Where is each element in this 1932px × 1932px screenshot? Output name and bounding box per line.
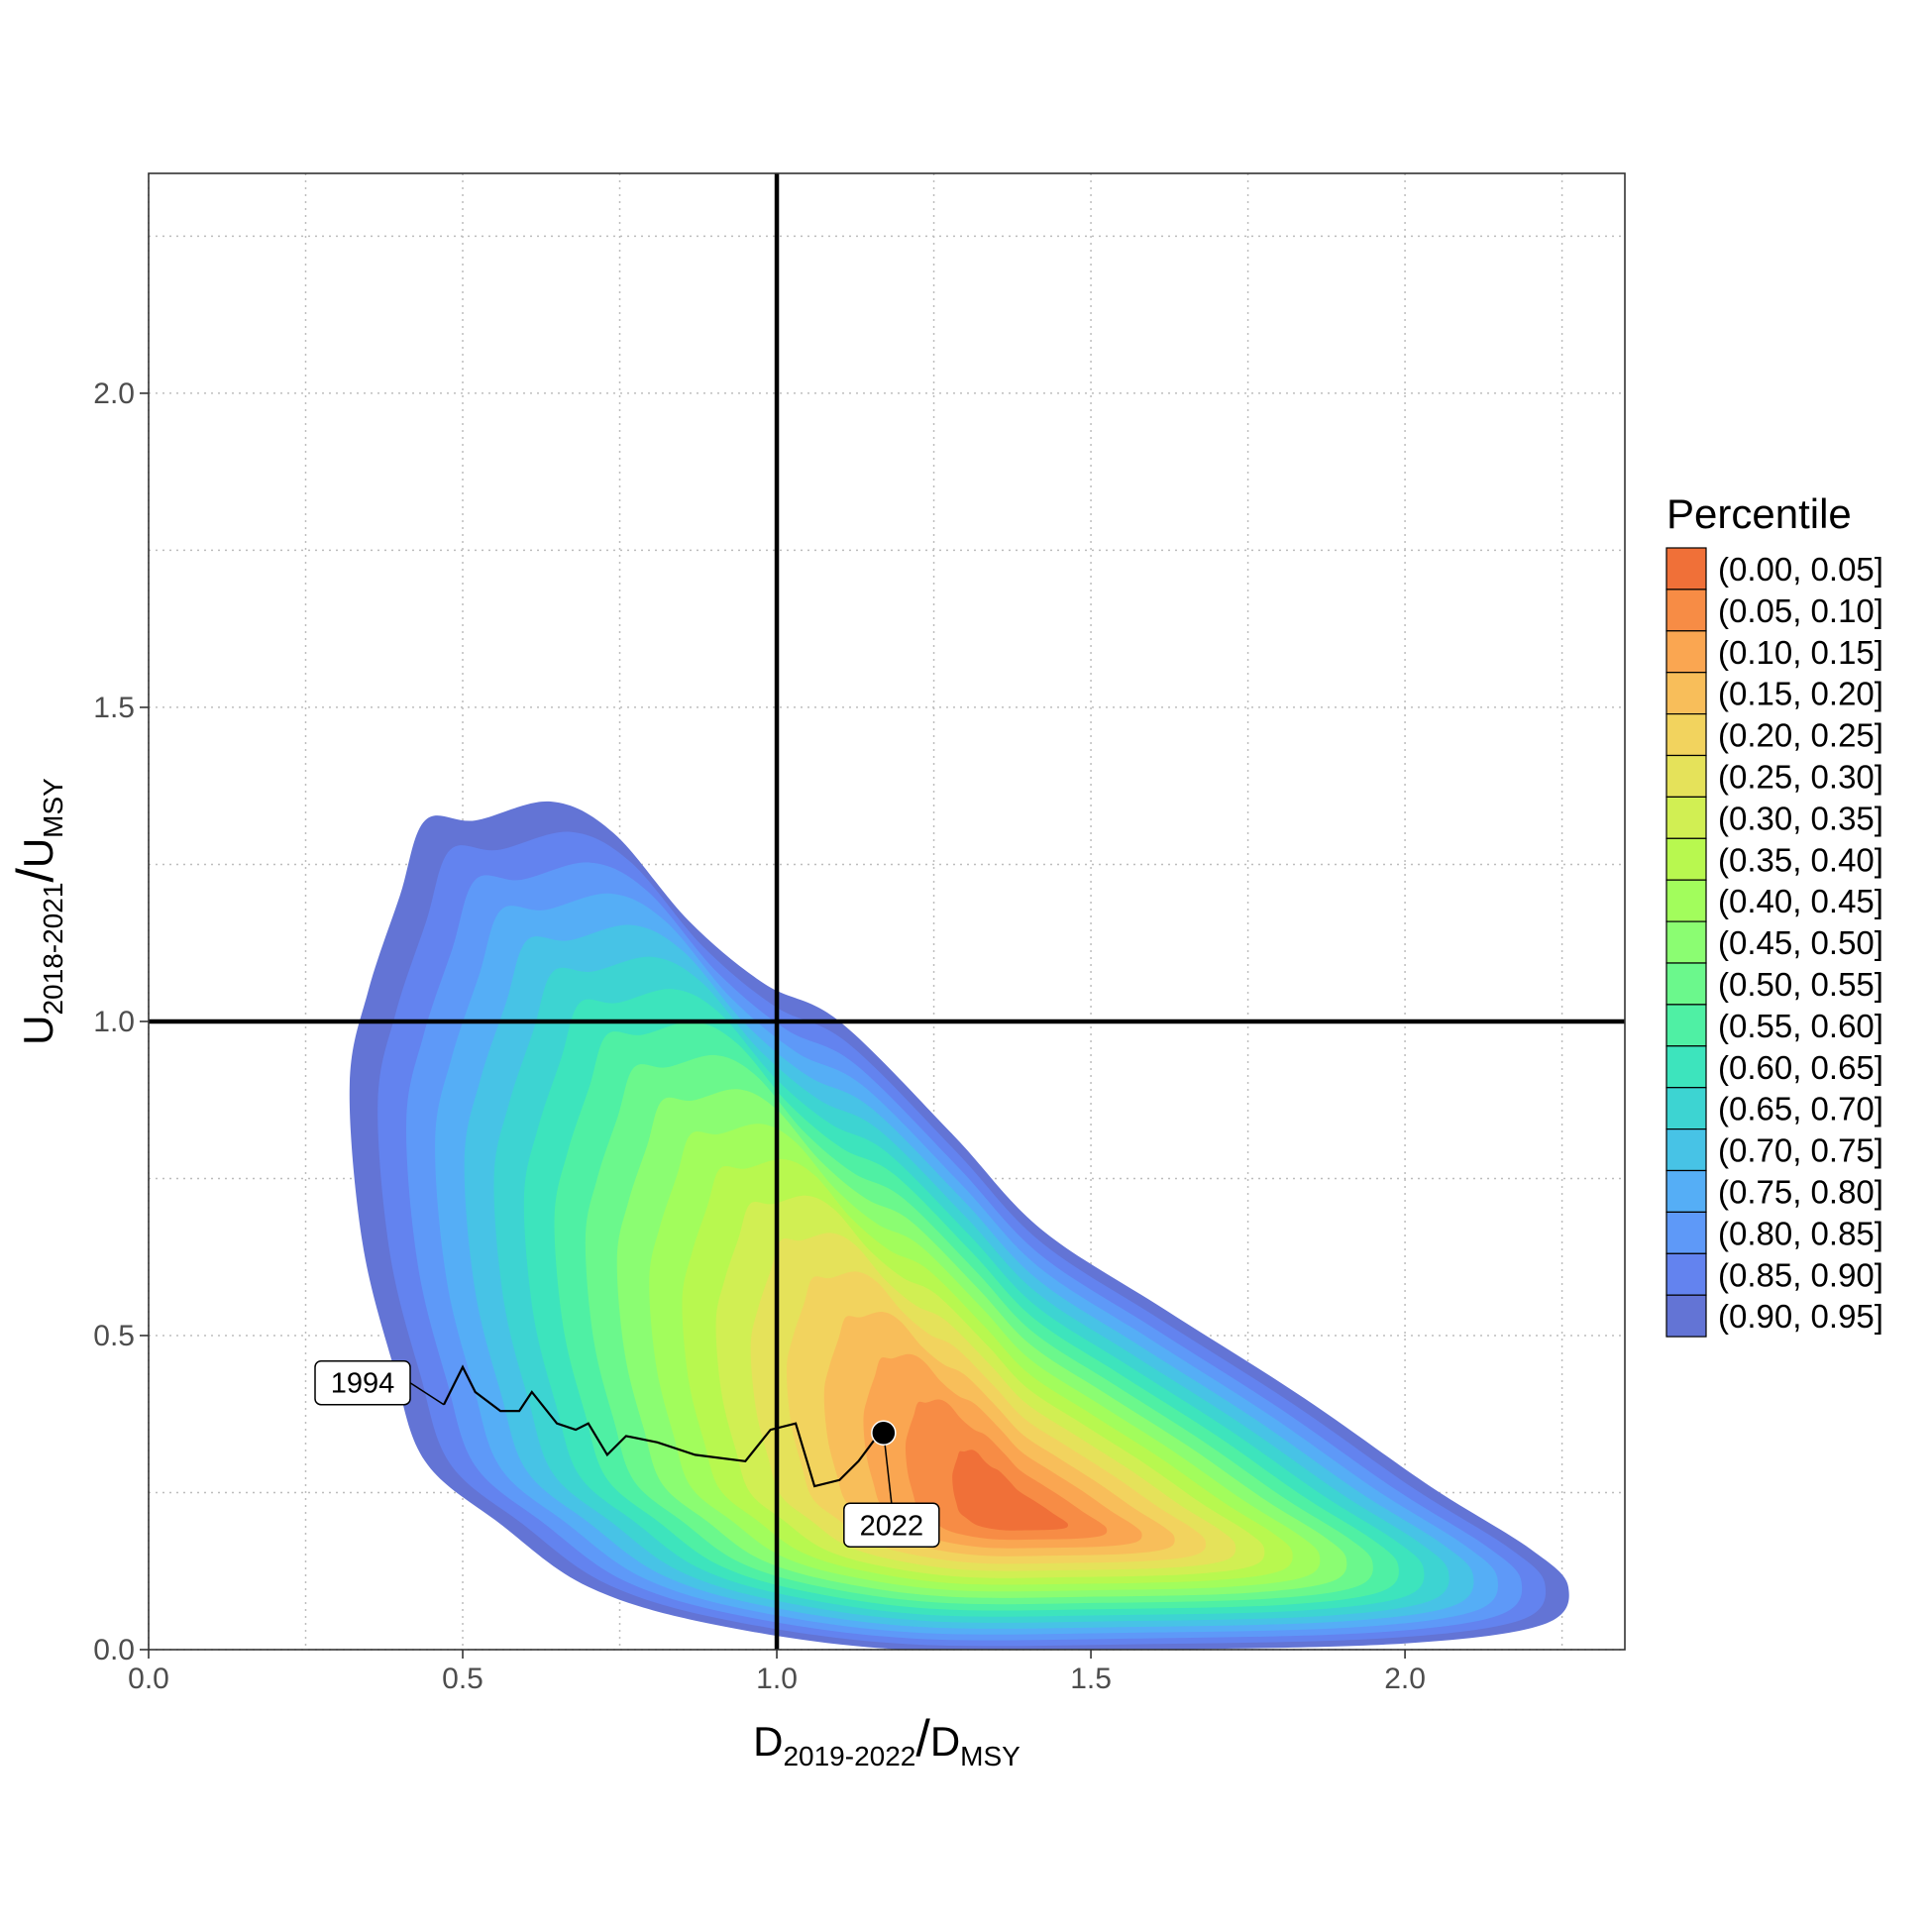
legend-label: (0.60, 0.65] <box>1718 1049 1883 1086</box>
legend-key <box>1665 879 1707 922</box>
legend-key <box>1665 1087 1707 1130</box>
y-tick-label: 2.0 <box>93 377 135 410</box>
trajectory-line <box>443 1364 884 1488</box>
legend-key <box>1665 547 1707 590</box>
y-axis-title-sep: / <box>7 868 64 883</box>
legend-key <box>1665 754 1707 799</box>
legend-label: (0.65, 0.70] <box>1718 1091 1883 1127</box>
x-tick-label: 1.0 <box>756 1663 798 1695</box>
legend-label: (0.80, 0.85] <box>1718 1215 1883 1251</box>
legend-label: (0.55, 0.60] <box>1718 1008 1883 1044</box>
x-axis-title: D2019-2022/DMSY <box>753 1710 1020 1771</box>
plot-panel: 1994 2022 <box>148 172 1626 1651</box>
x-tick-label: 2.0 <box>1384 1663 1426 1695</box>
start-label-box <box>314 1359 411 1406</box>
legend-label: (0.20, 0.25] <box>1718 717 1883 754</box>
start-label-text: 1994 <box>331 1368 395 1400</box>
legend-key <box>1665 672 1707 715</box>
y-tick-label: 1.0 <box>93 1006 135 1038</box>
legend-label: (0.30, 0.35] <box>1718 800 1883 836</box>
start-label-leader <box>409 1382 445 1406</box>
density-contour-band <box>905 1399 1108 1541</box>
y-axis-title-sub: 2018-2021 <box>38 883 68 1016</box>
x-tick-label: 0.0 <box>128 1663 169 1695</box>
legend-key <box>1665 796 1707 839</box>
x-tick-label: 1.5 <box>1070 1663 1112 1695</box>
legend-key <box>1665 920 1707 964</box>
x-axis-title-sub2: MSY <box>960 1741 1020 1771</box>
legend: Percentile (0.00, 0.05] (0.05, 0.10] (0.10… <box>1665 490 1883 1338</box>
legend-key <box>1665 1211 1707 1254</box>
legend-key <box>1665 1252 1707 1296</box>
y-tick-label: 0.5 <box>93 1320 135 1352</box>
legend-key <box>1665 1169 1707 1214</box>
legend-title: Percentile <box>1666 490 1852 537</box>
legend-key <box>1665 1127 1707 1172</box>
y-axis-ticks: 0.0 0.5 1.0 1.5 2.0 <box>93 377 149 1666</box>
legend-label: (0.50, 0.55] <box>1718 966 1883 1003</box>
legend-label: (0.75, 0.80] <box>1718 1173 1883 1210</box>
legend-key <box>1665 1045 1707 1089</box>
y-axis-title-sub2: MSY <box>38 778 68 838</box>
x-axis-title-main: D <box>753 1718 783 1765</box>
x-axis-title-sep: / <box>915 1710 930 1768</box>
end-point-marker <box>871 1420 897 1447</box>
x-axis-ticks: 0.0 0.5 1.0 1.5 2.0 <box>128 1650 1426 1695</box>
legend-key <box>1665 837 1707 881</box>
panel-border <box>148 172 1626 1651</box>
y-axis-title-main: U <box>15 1016 61 1045</box>
legend-key <box>1665 1004 1707 1047</box>
y-axis-title-main2: U <box>15 838 61 868</box>
legend-label: (0.00, 0.05] <box>1718 551 1883 588</box>
y-tick-label: 0.0 <box>93 1634 135 1666</box>
trajectory: 1994 2022 <box>314 1359 940 1549</box>
y-tick-label: 1.5 <box>93 692 135 724</box>
legend-label: (0.90, 0.95] <box>1718 1298 1883 1335</box>
legend-items: (0.00, 0.05] (0.05, 0.10] (0.10, 0.15] (0.1… <box>1665 547 1883 1338</box>
legend-label: (0.45, 0.50] <box>1718 924 1883 961</box>
legend-label: (0.05, 0.10] <box>1718 592 1883 629</box>
legend-label: (0.70, 0.75] <box>1718 1132 1883 1169</box>
legend-label: (0.40, 0.45] <box>1718 883 1883 919</box>
legend-label: (0.85, 0.90] <box>1718 1256 1883 1293</box>
legend-label: (0.25, 0.30] <box>1718 758 1883 795</box>
legend-key <box>1665 630 1707 674</box>
reference-lines <box>149 173 1625 1650</box>
legend-key <box>1665 589 1707 632</box>
legend-key <box>1665 712 1707 757</box>
density-contours <box>349 801 1569 1650</box>
x-axis-title-sub: 2019-2022 <box>783 1741 915 1771</box>
x-axis-title-main2: D <box>930 1718 960 1765</box>
legend-label: (0.35, 0.40] <box>1718 841 1883 878</box>
end-label-text: 2022 <box>860 1510 924 1542</box>
legend-key <box>1665 962 1707 1006</box>
legend-label: (0.15, 0.20] <box>1718 676 1883 712</box>
legend-key <box>1665 1294 1707 1338</box>
density-contour-band <box>952 1449 1068 1531</box>
end-label-box <box>843 1502 940 1549</box>
legend-label: (0.10, 0.15] <box>1718 634 1883 671</box>
x-tick-label: 0.5 <box>442 1663 483 1695</box>
y-axis-title: U2018-2021/UMSY <box>7 778 68 1045</box>
